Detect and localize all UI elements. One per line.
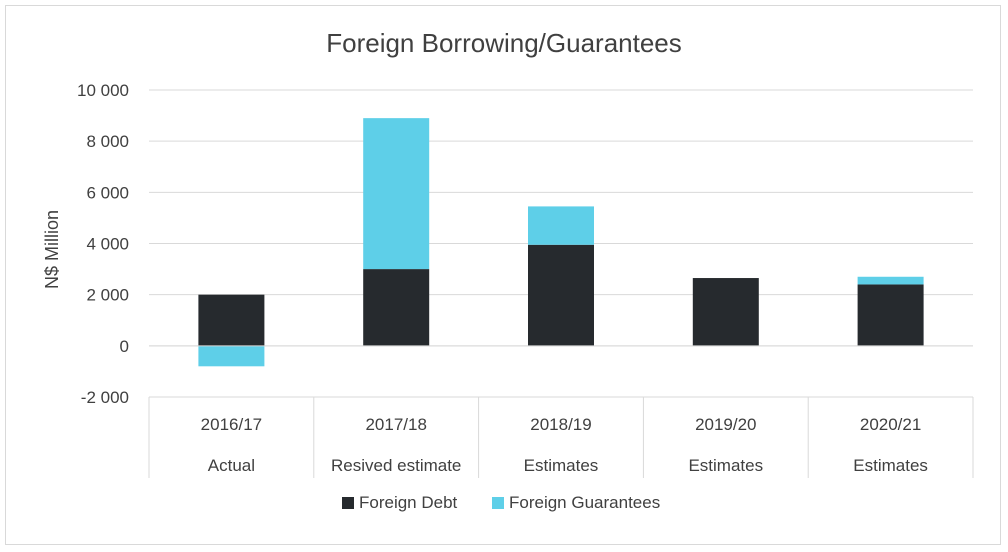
bar-foreign-debt-2016-17 [198,294,265,346]
y-axis-label: N$ Million [42,210,62,289]
bar-foreign-guarantees-2017-18 [363,118,430,270]
bar-foreign-guarantees-2016-17 [198,345,265,367]
legend-swatch [492,497,504,509]
y-tick-label: 2 000 [86,286,129,305]
bar-foreign-debt-2017-18 [363,269,430,346]
chart-title: Foreign Borrowing/Guarantees [326,28,682,58]
x-category-label: 2017/18 [365,415,426,434]
legend: Foreign Debt Foreign Guarantees [342,493,660,512]
bar-foreign-debt-2020-21 [857,284,924,346]
bar-foreign-debt-2019-20 [692,278,759,346]
y-tick-labels: -2 000 0 2 000 4 000 6 000 8 000 10 000 [77,81,129,407]
legend-label: Foreign Guarantees [509,493,660,512]
x-category-sublabel: Resived estimate [331,456,461,475]
x-category-label: 2016/17 [201,415,262,434]
x-category-label: 2020/21 [860,415,921,434]
bars [149,118,973,367]
y-tick-label: -2 000 [81,388,129,407]
y-tick-label: 8 000 [86,132,129,151]
bar-foreign-guarantees-2018-19 [528,206,594,245]
x-category-label: 2019/20 [695,415,756,434]
x-category-label: 2018/19 [530,415,591,434]
x-category-sublabel: Actual [208,456,255,475]
legend-label: Foreign Debt [359,493,458,512]
bar-foreign-debt-2018-19 [528,244,594,346]
y-tick-label: 0 [120,337,129,356]
y-tick-label: 10 000 [77,81,129,100]
x-category-sublabel: Estimates [853,456,928,475]
x-category-sublabel: Estimates [688,456,763,475]
legend-swatch [342,497,354,509]
x-axis: 2016/17 Actual 2017/18 Resived estimate 2018… [148,397,974,478]
bar-foreign-guarantees-2020-21 [857,276,924,285]
y-tick-label: 4 000 [86,235,129,254]
x-category-sublabel: Estimates [524,456,599,475]
chart-frame: Foreign Borrowing/Guarantees N$ Million … [5,5,1001,545]
y-tick-label: 6 000 [86,183,129,202]
chart-svg: Foreign Borrowing/Guarantees N$ Million … [42,28,974,512]
